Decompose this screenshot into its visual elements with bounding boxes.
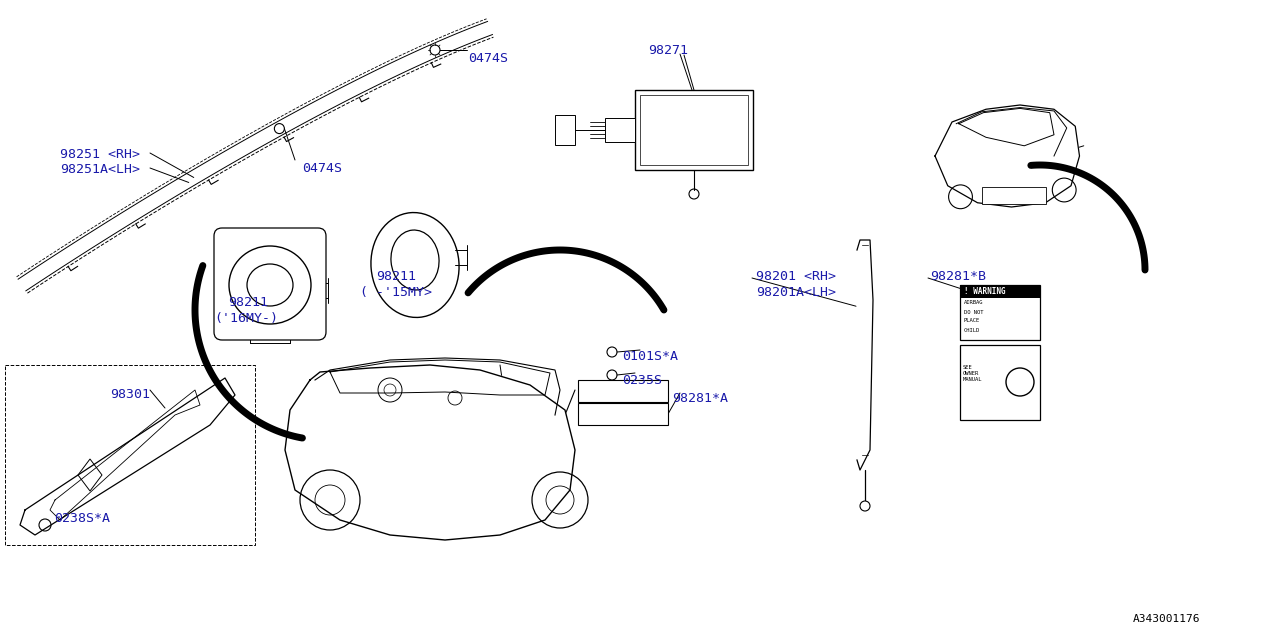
FancyBboxPatch shape bbox=[605, 118, 635, 142]
Text: 98281*B: 98281*B bbox=[931, 270, 986, 283]
FancyBboxPatch shape bbox=[640, 95, 748, 165]
Text: SEE
OWNER
MANUAL: SEE OWNER MANUAL bbox=[963, 365, 983, 381]
Text: ! WARNING: ! WARNING bbox=[964, 287, 1006, 296]
Polygon shape bbox=[20, 378, 236, 535]
Text: 0238S*A: 0238S*A bbox=[54, 512, 110, 525]
Text: ('16MY-): ('16MY-) bbox=[214, 312, 278, 325]
Text: 98281*A: 98281*A bbox=[672, 392, 728, 405]
Text: 98251A<LH>: 98251A<LH> bbox=[60, 163, 140, 176]
Polygon shape bbox=[858, 240, 873, 470]
FancyBboxPatch shape bbox=[214, 228, 326, 340]
Polygon shape bbox=[315, 358, 561, 415]
Text: PLACE: PLACE bbox=[964, 319, 980, 323]
FancyBboxPatch shape bbox=[635, 90, 753, 170]
Text: 98201 <RH>: 98201 <RH> bbox=[756, 270, 836, 283]
Polygon shape bbox=[934, 105, 1079, 207]
FancyBboxPatch shape bbox=[579, 380, 668, 402]
Text: 98211: 98211 bbox=[228, 296, 268, 309]
FancyBboxPatch shape bbox=[579, 403, 668, 425]
Text: 98301: 98301 bbox=[110, 388, 150, 401]
Text: 0235S: 0235S bbox=[622, 374, 662, 387]
Text: 0474S: 0474S bbox=[468, 52, 508, 65]
Text: 98201A<LH>: 98201A<LH> bbox=[756, 286, 836, 299]
FancyBboxPatch shape bbox=[982, 188, 1046, 204]
Text: ( -'15MY>: ( -'15MY> bbox=[360, 286, 433, 299]
Polygon shape bbox=[285, 365, 575, 540]
Text: 0101S*A: 0101S*A bbox=[622, 350, 678, 363]
FancyBboxPatch shape bbox=[960, 285, 1039, 340]
Text: 98271: 98271 bbox=[648, 44, 689, 57]
FancyBboxPatch shape bbox=[960, 285, 1039, 298]
Text: 0474S: 0474S bbox=[302, 162, 342, 175]
Text: CHILD: CHILD bbox=[964, 328, 980, 333]
Text: DO NOT: DO NOT bbox=[964, 310, 983, 314]
Text: A343001176: A343001176 bbox=[1133, 614, 1201, 624]
Text: 98251 <RH>: 98251 <RH> bbox=[60, 148, 140, 161]
FancyBboxPatch shape bbox=[960, 345, 1039, 420]
FancyBboxPatch shape bbox=[556, 115, 575, 145]
Text: AIRBAG: AIRBAG bbox=[964, 301, 983, 305]
Text: 98211: 98211 bbox=[376, 270, 416, 283]
